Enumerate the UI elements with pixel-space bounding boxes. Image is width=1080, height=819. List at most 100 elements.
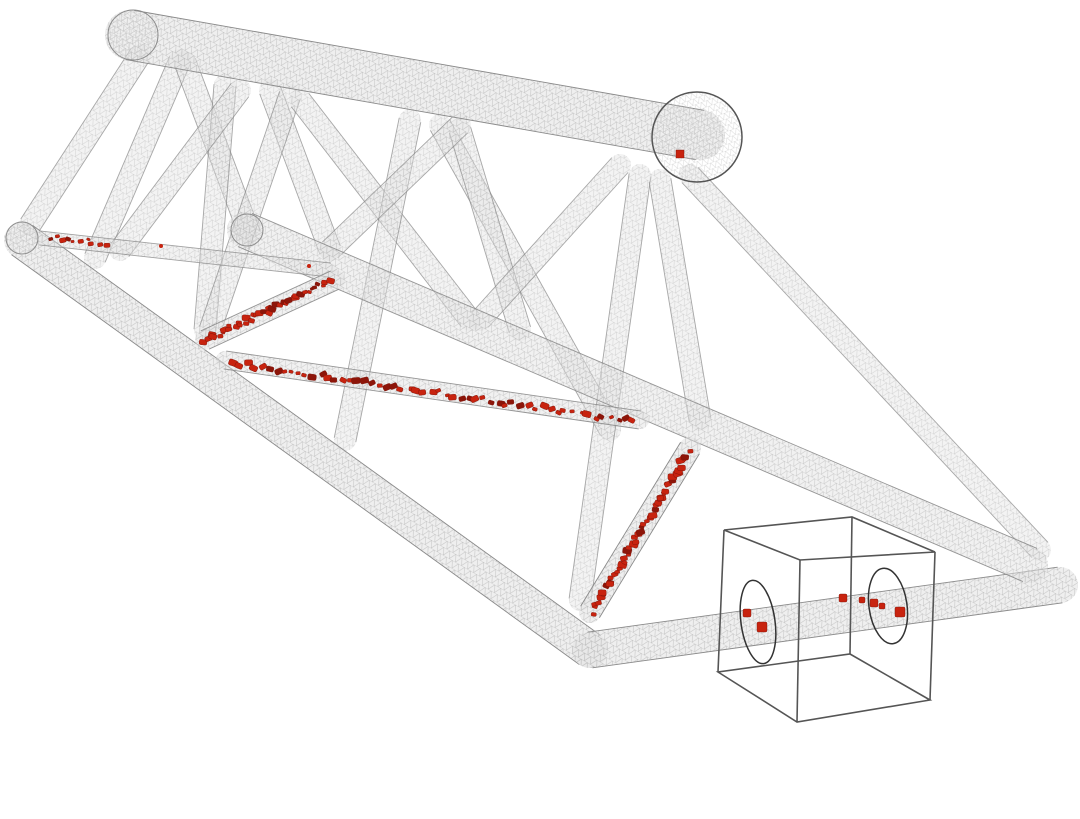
cube-vertical-edge-2 bbox=[796, 559, 801, 723]
inclusion-diagonal-p11 bbox=[607, 575, 614, 580]
inclusion-diagonal-p37 bbox=[661, 488, 670, 495]
top-chord-start-cap bbox=[107, 9, 159, 61]
inclusion-mid-cross-p36 bbox=[487, 399, 495, 406]
inclusion-diagonal-p30 bbox=[648, 511, 658, 520]
inclusion-mid-cross-p44 bbox=[548, 405, 556, 413]
inclusion-mid-cross bbox=[228, 358, 636, 424]
inclusion-diagonal-p7 bbox=[597, 589, 607, 596]
cube-inclusion-4 bbox=[858, 596, 866, 604]
cube-bottom-face bbox=[715, 653, 933, 723]
inclusion-diagonal-p27 bbox=[639, 522, 646, 527]
brace-1 bbox=[19, 44, 151, 236]
brace-11-edge-b bbox=[487, 172, 629, 328]
brace-16 bbox=[319, 114, 471, 261]
right-bottom-chord-edge-b bbox=[251, 213, 1038, 549]
inclusion-mid-cross-p40 bbox=[515, 402, 525, 410]
inclusion-diagonal-p47 bbox=[680, 454, 690, 461]
brace-13-edge-a bbox=[648, 181, 690, 422]
cross-member-left-edge-a bbox=[209, 288, 340, 350]
inclusion-mid-cross-p31 bbox=[447, 394, 457, 401]
particle-inclusions bbox=[48, 149, 694, 617]
inclusion-mid-cross-p5 bbox=[258, 362, 268, 371]
brace-1-edge-b bbox=[38, 60, 150, 232]
cube-inclusion-3 bbox=[838, 593, 848, 603]
brace-16-mesh bbox=[319, 114, 471, 261]
left-bottom-chord-edge-a bbox=[11, 254, 580, 665]
inclusion-diagonal-p4 bbox=[595, 600, 602, 606]
brace-2-mesh bbox=[84, 49, 191, 269]
inclusion-mid-cross-p35 bbox=[479, 395, 486, 400]
inclusion-diagonal-p44 bbox=[677, 464, 686, 471]
right-bottom-chord-mesh bbox=[227, 212, 1048, 583]
brace-14-edge-b bbox=[697, 167, 1049, 543]
inclusion-left-cross-p35 bbox=[311, 285, 318, 290]
brace-15-mesh bbox=[109, 79, 251, 261]
top-chord-end-cap bbox=[651, 91, 743, 183]
cross-member-top-edge-a bbox=[39, 244, 330, 278]
brace-6-edge-a bbox=[199, 91, 281, 327]
inclusion-mid-cross-p42 bbox=[532, 406, 538, 412]
bottom-end-chord-mesh bbox=[572, 567, 1078, 668]
inclusion-diagonal-p25 bbox=[635, 528, 646, 536]
brace-2 bbox=[84, 49, 191, 269]
inclusion-top-cross-p10 bbox=[103, 242, 111, 248]
inclusion-diagonal-p28 bbox=[644, 518, 650, 524]
left-bottom-chord-mesh bbox=[4, 222, 608, 668]
inclusion-mid-cross-p38 bbox=[501, 402, 508, 409]
brace-1-edge-a bbox=[20, 48, 132, 220]
bottom-end-chord bbox=[572, 566, 1078, 669]
inclusion-left-cross-p13 bbox=[243, 321, 250, 326]
bottom-end-chord-edge-b bbox=[587, 566, 1058, 633]
inclusion-mid-cross-p18 bbox=[351, 377, 361, 385]
cross-member-left-edge-b bbox=[200, 270, 331, 332]
inclusion-left-cross bbox=[199, 277, 335, 346]
inclusion-mid-cross-p2 bbox=[234, 362, 244, 370]
brace-13 bbox=[648, 169, 712, 431]
inclusion-left-cross-p9 bbox=[226, 323, 232, 328]
inclusion-left-cross-p15 bbox=[248, 317, 255, 324]
inclusion-diagonal-p1 bbox=[590, 612, 597, 617]
brace-15-edge-a bbox=[110, 83, 232, 244]
cube-inclusion-7 bbox=[894, 606, 906, 618]
inclusion-mid-cross-p10 bbox=[295, 371, 301, 376]
brace-16-edge-a bbox=[337, 132, 468, 259]
inclusion-mid-cross-p3 bbox=[244, 359, 253, 366]
inclusion-mid-cross-p23 bbox=[389, 382, 398, 390]
inclusion-mid-cross-p53 bbox=[617, 417, 623, 423]
inclusion-diagonal-p17 bbox=[620, 555, 628, 562]
inclusion-top-cross-p4 bbox=[65, 236, 72, 242]
inclusion-left-cross-p12 bbox=[236, 322, 243, 328]
inclusion-mid-cross-p20 bbox=[368, 379, 376, 387]
detail-cube bbox=[715, 516, 936, 723]
inclusion-mid-cross-p27 bbox=[418, 389, 427, 396]
inclusion-top-cross-p8 bbox=[87, 241, 94, 247]
inclusion-mid-cross-p21 bbox=[376, 383, 383, 388]
inclusion-mid-cross-p16 bbox=[339, 376, 348, 384]
inclusion-top-chord-end bbox=[675, 149, 685, 159]
chord-end-caps bbox=[5, 9, 743, 255]
inclusion-top-cross-p6 bbox=[77, 239, 84, 244]
inclusion-left-cross-p5 bbox=[217, 333, 224, 339]
inclusion-mid-cross-p41 bbox=[525, 401, 534, 409]
inclusion-left-cross-p40 bbox=[326, 277, 335, 285]
cube-vertical-edge-3 bbox=[929, 551, 936, 701]
left-chord-start-cap bbox=[5, 221, 39, 255]
inclusion-mid-cross-p39 bbox=[506, 399, 515, 405]
brace-14 bbox=[679, 164, 1051, 561]
inclusion-left-cross-p1 bbox=[199, 339, 208, 346]
inclusion-top-cross-p7 bbox=[86, 237, 91, 242]
inclusion-top-cross-p5 bbox=[70, 240, 75, 243]
inclusion-mid-cross-p11 bbox=[301, 372, 307, 378]
inclusion-mid-cross-p46 bbox=[559, 408, 566, 413]
inclusion-mid-cross-p34 bbox=[470, 395, 480, 403]
cube-inclusion-6 bbox=[878, 602, 886, 610]
inclusion-mid-cross-p7 bbox=[274, 367, 284, 376]
inclusion-diagonal-p48 bbox=[687, 449, 694, 454]
brace-2-edge-a bbox=[84, 55, 171, 254]
inclusion-mid-cross-p49 bbox=[581, 410, 592, 418]
right-chord-start-cap bbox=[230, 213, 264, 247]
brace-11-edge-a bbox=[471, 157, 613, 313]
brace-11-mesh bbox=[469, 154, 631, 331]
inclusion-left-cross-p32 bbox=[302, 289, 308, 295]
